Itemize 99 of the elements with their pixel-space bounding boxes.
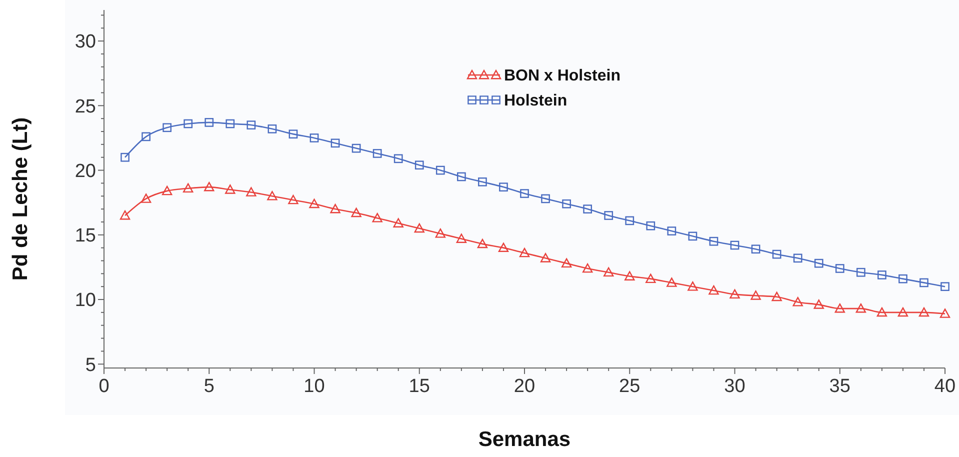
- y-tick-label: 5: [85, 354, 96, 376]
- point: [330, 138, 340, 148]
- point: [204, 118, 214, 127]
- point: [856, 268, 866, 277]
- point: [372, 212, 382, 222]
- point: [688, 281, 698, 291]
- y-tick-label: 30: [74, 32, 96, 53]
- point: [688, 232, 698, 241]
- x-tick-label: 35: [829, 376, 850, 397]
- point: [646, 221, 656, 230]
- point: [246, 187, 256, 196]
- point: [541, 194, 550, 204]
- point: [372, 149, 382, 158]
- point: [856, 303, 866, 313]
- point: [772, 250, 782, 259]
- point: [330, 204, 340, 214]
- point: [394, 154, 403, 164]
- point: [288, 194, 298, 204]
- point: [393, 218, 404, 228]
- point: [814, 258, 824, 268]
- y-axis-title: Pd de Leche (Lt): [9, 117, 32, 281]
- point: [184, 119, 193, 128]
- point: [540, 253, 551, 262]
- point: [162, 123, 172, 132]
- point: [478, 177, 487, 186]
- point: [457, 172, 466, 182]
- x-tick-label: 10: [304, 376, 325, 397]
- x-tick-label: 15: [408, 376, 430, 397]
- point: [792, 296, 803, 306]
- point: [751, 244, 760, 254]
- y-tick-label: 25: [74, 96, 96, 118]
- point: [120, 152, 130, 162]
- legend-label: BON x Holstein: [504, 68, 620, 85]
- point: [814, 300, 824, 309]
- point: [414, 160, 424, 170]
- point: [519, 248, 530, 258]
- point: [666, 278, 677, 287]
- point: [226, 119, 235, 128]
- point: [120, 210, 130, 220]
- point: [351, 208, 362, 218]
- point: [835, 264, 844, 273]
- y-tick-label: 10: [74, 290, 96, 312]
- point: [246, 120, 256, 130]
- point: [667, 226, 676, 236]
- point: [204, 182, 214, 192]
- x-tick-label: 30: [724, 376, 746, 397]
- point: [709, 236, 718, 246]
- point: [267, 191, 278, 200]
- point: [625, 216, 634, 226]
- point: [604, 211, 614, 220]
- point: [498, 242, 509, 252]
- point: [310, 134, 319, 142]
- point: [520, 189, 529, 198]
- point: [225, 184, 236, 194]
- point: [878, 270, 886, 280]
- point: [750, 290, 761, 300]
- point: [561, 258, 572, 268]
- point: [142, 132, 150, 142]
- point: [456, 234, 467, 243]
- point: [582, 263, 593, 273]
- point: [730, 289, 740, 299]
- point: [140, 194, 152, 203]
- x-tick-label: 5: [204, 376, 214, 397]
- point: [288, 130, 298, 138]
- point: [898, 307, 908, 317]
- x-tick-label: 20: [514, 376, 536, 397]
- point: [309, 198, 320, 208]
- point: [920, 278, 928, 288]
- point: [562, 199, 571, 208]
- point: [435, 228, 446, 238]
- legend-label: Holstein: [504, 92, 568, 110]
- point: [730, 240, 740, 250]
- point: [708, 285, 719, 295]
- point: [918, 307, 930, 317]
- point: [604, 267, 614, 277]
- point: [646, 274, 656, 284]
- point: [183, 183, 194, 193]
- point: [477, 238, 488, 248]
- x-tick-label: 0: [98, 376, 110, 397]
- point: [940, 282, 950, 292]
- point: [834, 303, 845, 313]
- point: [583, 204, 592, 214]
- x-tick-label: 25: [619, 376, 640, 397]
- x-tick-label: 40: [934, 376, 956, 397]
- point: [624, 271, 635, 280]
- point: [940, 308, 950, 318]
- point: [793, 254, 802, 263]
- point: [898, 274, 908, 284]
- point: [352, 144, 361, 153]
- x-axis-title: Semanas: [478, 428, 571, 451]
- y-tick-label: 15: [74, 226, 96, 247]
- point: [499, 182, 508, 192]
- point: [268, 124, 277, 134]
- point: [414, 223, 424, 233]
- point: [772, 292, 782, 302]
- point: [876, 307, 888, 317]
- point: [162, 186, 172, 196]
- point: [436, 166, 445, 175]
- y-tick-label: 20: [74, 160, 96, 182]
